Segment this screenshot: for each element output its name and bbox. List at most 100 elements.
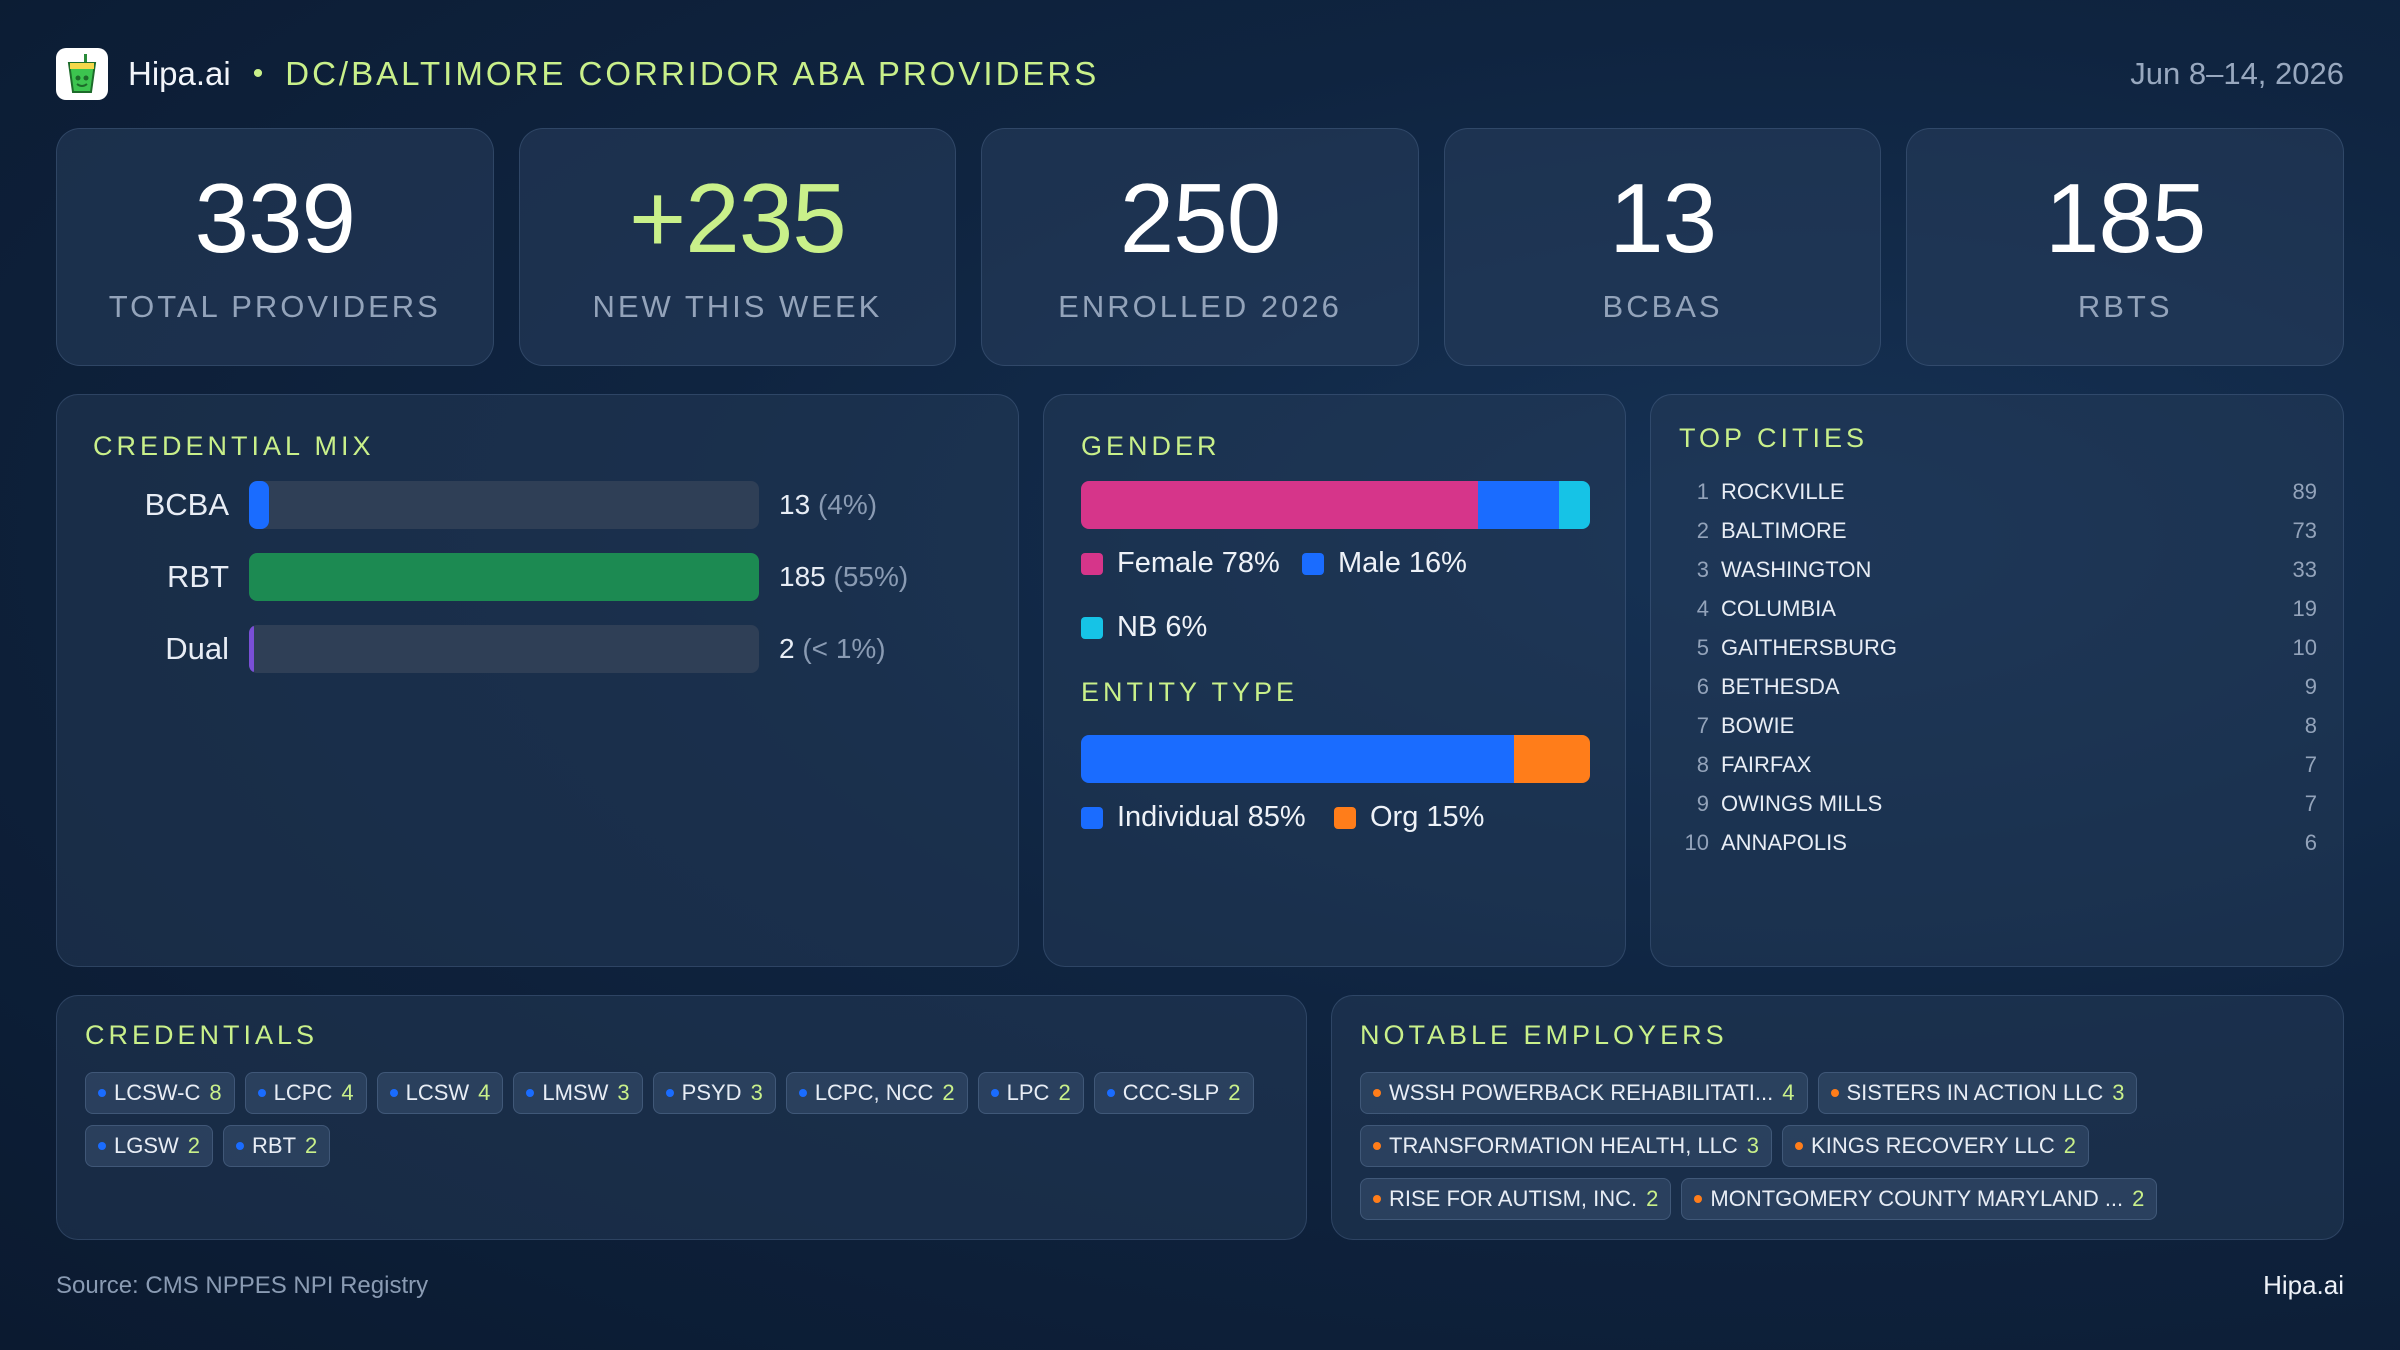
entity-type-segment-1 xyxy=(1513,735,1590,783)
mix-pct: (< 1%) xyxy=(802,633,886,664)
mix-row-rbt: RBT 185 (55%) xyxy=(93,553,908,601)
credential-chips: LCSW-C 8 LCPC 4 LCSW 4 LMSW 3 PSYD 3 LCPC, NCC 2 LPC… xyxy=(85,1072,1282,1167)
city-count: 89 xyxy=(2292,478,2317,504)
mix-row-dual: Dual 2 (< 1%) xyxy=(93,625,886,673)
city-rank: 8 xyxy=(1696,751,1709,777)
kpi-label: BCBAS xyxy=(1602,289,1723,324)
employer-chip[interactable]: SISTERS IN ACTION LLC 3 xyxy=(1817,1072,2138,1114)
legend-swatch xyxy=(1302,552,1324,575)
mix-count: 185 xyxy=(779,561,826,592)
employer-chip[interactable]: KINGS RECOVERY LLC 2 xyxy=(1782,1125,2089,1167)
credential-chip[interactable]: PSYD 3 xyxy=(652,1072,776,1114)
bullet-dot-icon xyxy=(1830,1089,1839,1097)
panel-title: CREDENTIALS xyxy=(85,1020,319,1050)
employer-chip[interactable]: TRANSFORMATION HEALTH, LLC 3 xyxy=(1360,1125,1773,1167)
city-count: 9 xyxy=(2304,673,2317,699)
employer-chips: WSSH POWERBACK REHABILITATI... 4 SISTERS I… xyxy=(1360,1072,2319,1220)
gender-segment-2 xyxy=(1559,481,1590,529)
employer-chip[interactable]: WSSH POWERBACK REHABILITATI... 4 xyxy=(1360,1072,1808,1114)
mix-label: Dual xyxy=(165,631,229,666)
chip-label: RBT xyxy=(252,1133,297,1158)
city-rank: 4 xyxy=(1696,595,1709,621)
city-rank: 3 xyxy=(1696,556,1709,582)
chip-count: 2 xyxy=(1058,1080,1071,1105)
chip-label: LPC xyxy=(1006,1080,1050,1105)
source-note: Source: CMS NPPES NPI Registry xyxy=(56,1272,429,1299)
kpi-row: 339 TOTAL PROVIDERS +235 NEW THIS WEEK 2… xyxy=(56,128,2344,366)
chip-count: 8 xyxy=(209,1080,222,1105)
employer-chip[interactable]: RISE FOR AUTISM, INC. 2 xyxy=(1360,1178,1672,1220)
city-count: 7 xyxy=(2304,790,2317,816)
legend-label: Individual 85% xyxy=(1117,801,1306,833)
city-rank: 9 xyxy=(1696,790,1709,816)
employers-panel: NOTABLE EMPLOYERS WSSH POWERBACK REHABIL… xyxy=(1331,995,2344,1240)
kpi-value: +235 xyxy=(629,163,847,273)
mix-bar xyxy=(249,625,255,673)
footer-brand[interactable]: Hipa.ai xyxy=(2263,1270,2344,1300)
mix-track xyxy=(249,625,759,673)
brand-name: Hipa.ai xyxy=(128,55,231,92)
city-name: BALTIMORE xyxy=(1721,517,1847,543)
mix-pct: (4%) xyxy=(817,489,878,520)
city-rank: 1 xyxy=(1696,478,1709,504)
date-range: Jun 8–14, 2026 xyxy=(2130,56,2344,91)
legend-male: Male 16% xyxy=(1302,547,1467,580)
city-name: BETHESDA xyxy=(1721,673,1840,699)
legend-label: Male 16% xyxy=(1338,547,1467,579)
credential-mix-panel: CREDENTIAL MIX BCBA 13 (4%) RBT 185 (55%… xyxy=(56,394,1019,967)
city-rank: 6 xyxy=(1696,673,1709,699)
credential-chip[interactable]: LCPC, NCC 2 xyxy=(785,1072,968,1114)
bullet-dot-icon xyxy=(1795,1142,1804,1150)
logo[interactable] xyxy=(56,48,108,100)
city-name: GAITHERSBURG xyxy=(1721,634,1898,660)
chip-label: LCPC xyxy=(273,1080,333,1105)
chip-count: 2 xyxy=(942,1080,955,1105)
employer-chip[interactable]: MONTGOMERY COUNTY MARYLAND ... 2 xyxy=(1681,1178,2158,1220)
legend-label: Org 15% xyxy=(1370,801,1485,833)
city-rank: 2 xyxy=(1696,517,1709,543)
chip-count: 3 xyxy=(750,1080,763,1105)
bullet-dot-icon xyxy=(257,1089,266,1097)
legend-swatch xyxy=(1081,552,1103,575)
chip-count: 4 xyxy=(341,1080,354,1105)
bullet-dot-icon xyxy=(1373,1195,1381,1203)
city-row: 10 ANNAPOLIS 6 xyxy=(1679,823,2317,862)
city-count: 10 xyxy=(2292,634,2317,660)
bullet-dot-icon xyxy=(1694,1195,1703,1203)
chip-label: KINGS RECOVERY LLC xyxy=(1811,1133,2055,1158)
chip-label: CCC-SLP xyxy=(1122,1080,1220,1105)
kpi-label: RBTS xyxy=(2077,289,2173,324)
mix-track xyxy=(249,553,759,601)
credential-chip[interactable]: RBT 2 xyxy=(223,1125,331,1167)
bullet-dot-icon xyxy=(98,1089,106,1097)
mix-bar xyxy=(249,481,270,529)
chip-count: 2 xyxy=(1228,1080,1241,1105)
credential-chip[interactable]: LMSW 3 xyxy=(513,1072,643,1114)
chip-count: 2 xyxy=(1646,1186,1659,1211)
mix-count: 2 xyxy=(779,633,795,664)
mix-bar xyxy=(249,553,759,601)
chip-label: WSSH POWERBACK REHABILITATI... xyxy=(1389,1080,1774,1105)
credential-chip[interactable]: LCSW 4 xyxy=(376,1072,504,1114)
mix-count: 13 xyxy=(779,489,811,520)
credential-chip[interactable]: LCSW-C 8 xyxy=(85,1072,235,1114)
panel-title: GENDER xyxy=(1081,431,1221,461)
credential-chip[interactable]: LCPC 4 xyxy=(244,1072,367,1114)
credential-chip[interactable]: CCC-SLP 2 xyxy=(1093,1072,1254,1114)
city-count: 19 xyxy=(2292,595,2317,621)
credential-chip[interactable]: LPC 2 xyxy=(977,1072,1084,1114)
kpi-enrolled-2026: 250 ENROLLED 2026 xyxy=(981,128,1419,366)
gender-panel: GENDER Female 78% Male 16% NB 6% ENTITY … xyxy=(1043,394,1626,967)
separator: • xyxy=(252,57,264,90)
legend-org: Org 15% xyxy=(1334,801,1484,834)
credentials-panel: CREDENTIALS LCSW-C 8 LCPC 4 LCSW 4 LMSW 3 PSYD 3 L… xyxy=(56,995,1307,1240)
city-row: 5 GAITHERSBURG 10 xyxy=(1679,628,2317,667)
panel-title: ENTITY TYPE xyxy=(1081,677,1299,707)
city-name: ANNAPOLIS xyxy=(1721,829,1847,855)
credential-chip[interactable]: LGSW 2 xyxy=(85,1125,214,1167)
top-cities-panel: TOP CITIES 1 ROCKVILLE 89 2 BALTIMORE 73 3 WASH… xyxy=(1650,394,2344,967)
mix-label: BCBA xyxy=(144,487,229,522)
mix-value: 2 (< 1%) xyxy=(779,633,886,665)
bullet-dot-icon xyxy=(1373,1089,1381,1097)
mix-pct: (55%) xyxy=(833,561,909,592)
